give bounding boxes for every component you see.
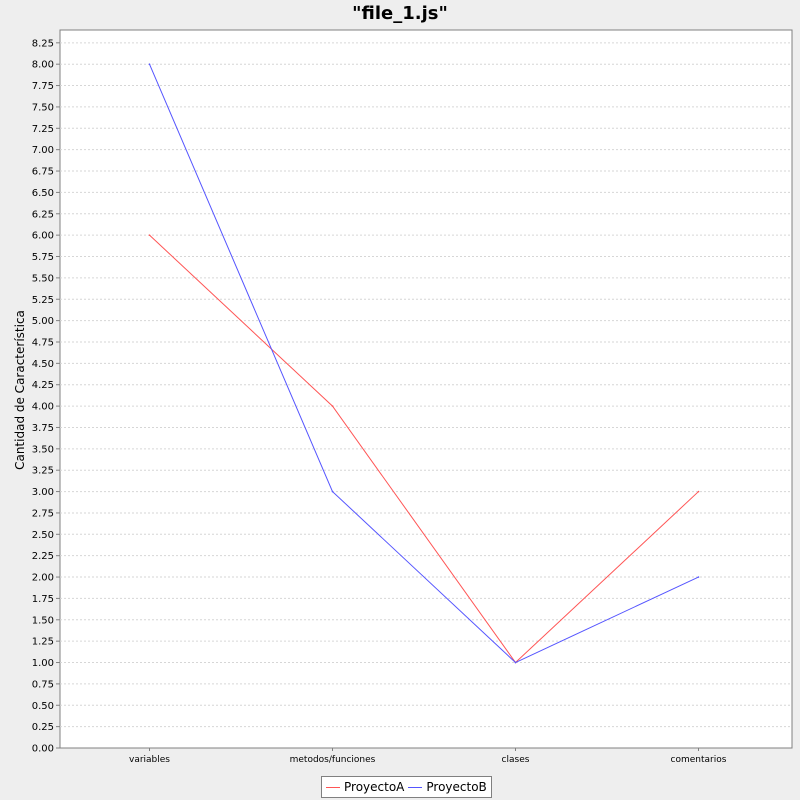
y-tick-label: 5.00 xyxy=(32,316,54,327)
y-tick-label: 6.00 xyxy=(32,231,54,242)
legend-item-proyectoa[interactable]: ProyectoA xyxy=(326,780,404,794)
y-tick-label: 7.75 xyxy=(32,81,54,92)
y-tick-label: 0.25 xyxy=(32,722,54,733)
data-point-proyectoa xyxy=(148,234,151,236)
y-tick-label: 3.00 xyxy=(32,487,54,498)
y-tick-label: 6.25 xyxy=(32,209,54,220)
y-tick-label: 2.25 xyxy=(32,551,54,562)
y-tick-label: 7.50 xyxy=(32,102,54,113)
y-tick-label: 4.00 xyxy=(32,402,54,413)
series-lines xyxy=(148,63,700,664)
legend: ProyectoA ProyectoB xyxy=(321,776,492,798)
y-tick-label: 1.25 xyxy=(32,637,54,648)
y-tick-label: 6.75 xyxy=(32,167,54,178)
y-tick-label: 0.75 xyxy=(32,679,54,690)
data-point-proyectob xyxy=(514,661,517,664)
y-tick-label: 7.00 xyxy=(32,145,54,156)
data-point-proyectob xyxy=(697,576,700,578)
data-point-proyectob xyxy=(331,490,334,493)
x-tick-label: comentarios xyxy=(671,755,727,765)
y-tick-label: 5.75 xyxy=(32,252,54,263)
x-tick-label: clases xyxy=(502,755,530,765)
y-tick-label: 5.25 xyxy=(32,295,54,306)
y-tick-label: 1.50 xyxy=(32,615,54,626)
x-tick-label: variables xyxy=(129,755,170,765)
legend-item-proyectob[interactable]: ProyectoB xyxy=(408,780,487,794)
series-line-proyectoa xyxy=(149,234,699,664)
y-tick-label: 3.50 xyxy=(32,444,54,455)
y-tick-label: 1.75 xyxy=(32,594,54,605)
y-tick-label: 4.25 xyxy=(32,380,54,391)
y-tick-label: 2.00 xyxy=(32,573,54,584)
legend-swatch-proyectoa xyxy=(326,786,340,788)
y-tick-label: 8.25 xyxy=(32,38,54,49)
y-tick-label: 3.75 xyxy=(32,423,54,434)
y-tick-label: 4.75 xyxy=(32,337,54,348)
data-point-proyectoa xyxy=(697,490,700,493)
x-tick-label: metodos/funciones xyxy=(290,755,376,765)
chart-title: "file_1.js" xyxy=(352,3,448,24)
y-tick-label: 6.50 xyxy=(32,188,54,199)
y-tick-label: 8.00 xyxy=(32,60,54,71)
legend-label-proyectoa: ProyectoA xyxy=(344,780,405,794)
y-tick-label: 5.50 xyxy=(32,273,54,284)
y-axis-ticks: 0.00 0.25 0.50 0.75 1.00 1.25 1.50 1.75 2.00 2.25… xyxy=(32,38,60,755)
y-tick-label: 2.75 xyxy=(32,508,54,519)
legend-label-proyectob: ProyectoB xyxy=(426,780,487,794)
y-tick-label: 4.50 xyxy=(32,359,54,370)
y-tick-label: 0.50 xyxy=(32,701,54,712)
y-tick-label: 0.00 xyxy=(32,744,54,755)
plot-area xyxy=(59,29,793,749)
y-tick-label: 1.00 xyxy=(32,658,54,669)
y-tick-label: 7.25 xyxy=(32,124,54,135)
legend-swatch-proyectob xyxy=(408,786,423,788)
y-axis-label: Cantidad de Característica xyxy=(13,310,27,470)
y-tick-label: 2.50 xyxy=(32,530,54,541)
y-tick-label: 3.25 xyxy=(32,466,54,477)
series-line-proyectob xyxy=(149,63,699,664)
x-axis-ticks: variables metodos/funciones clases comentar… xyxy=(129,748,727,765)
data-point-proyectob xyxy=(148,63,151,65)
data-point-proyectoa xyxy=(331,405,334,407)
grid-lines xyxy=(60,42,792,728)
